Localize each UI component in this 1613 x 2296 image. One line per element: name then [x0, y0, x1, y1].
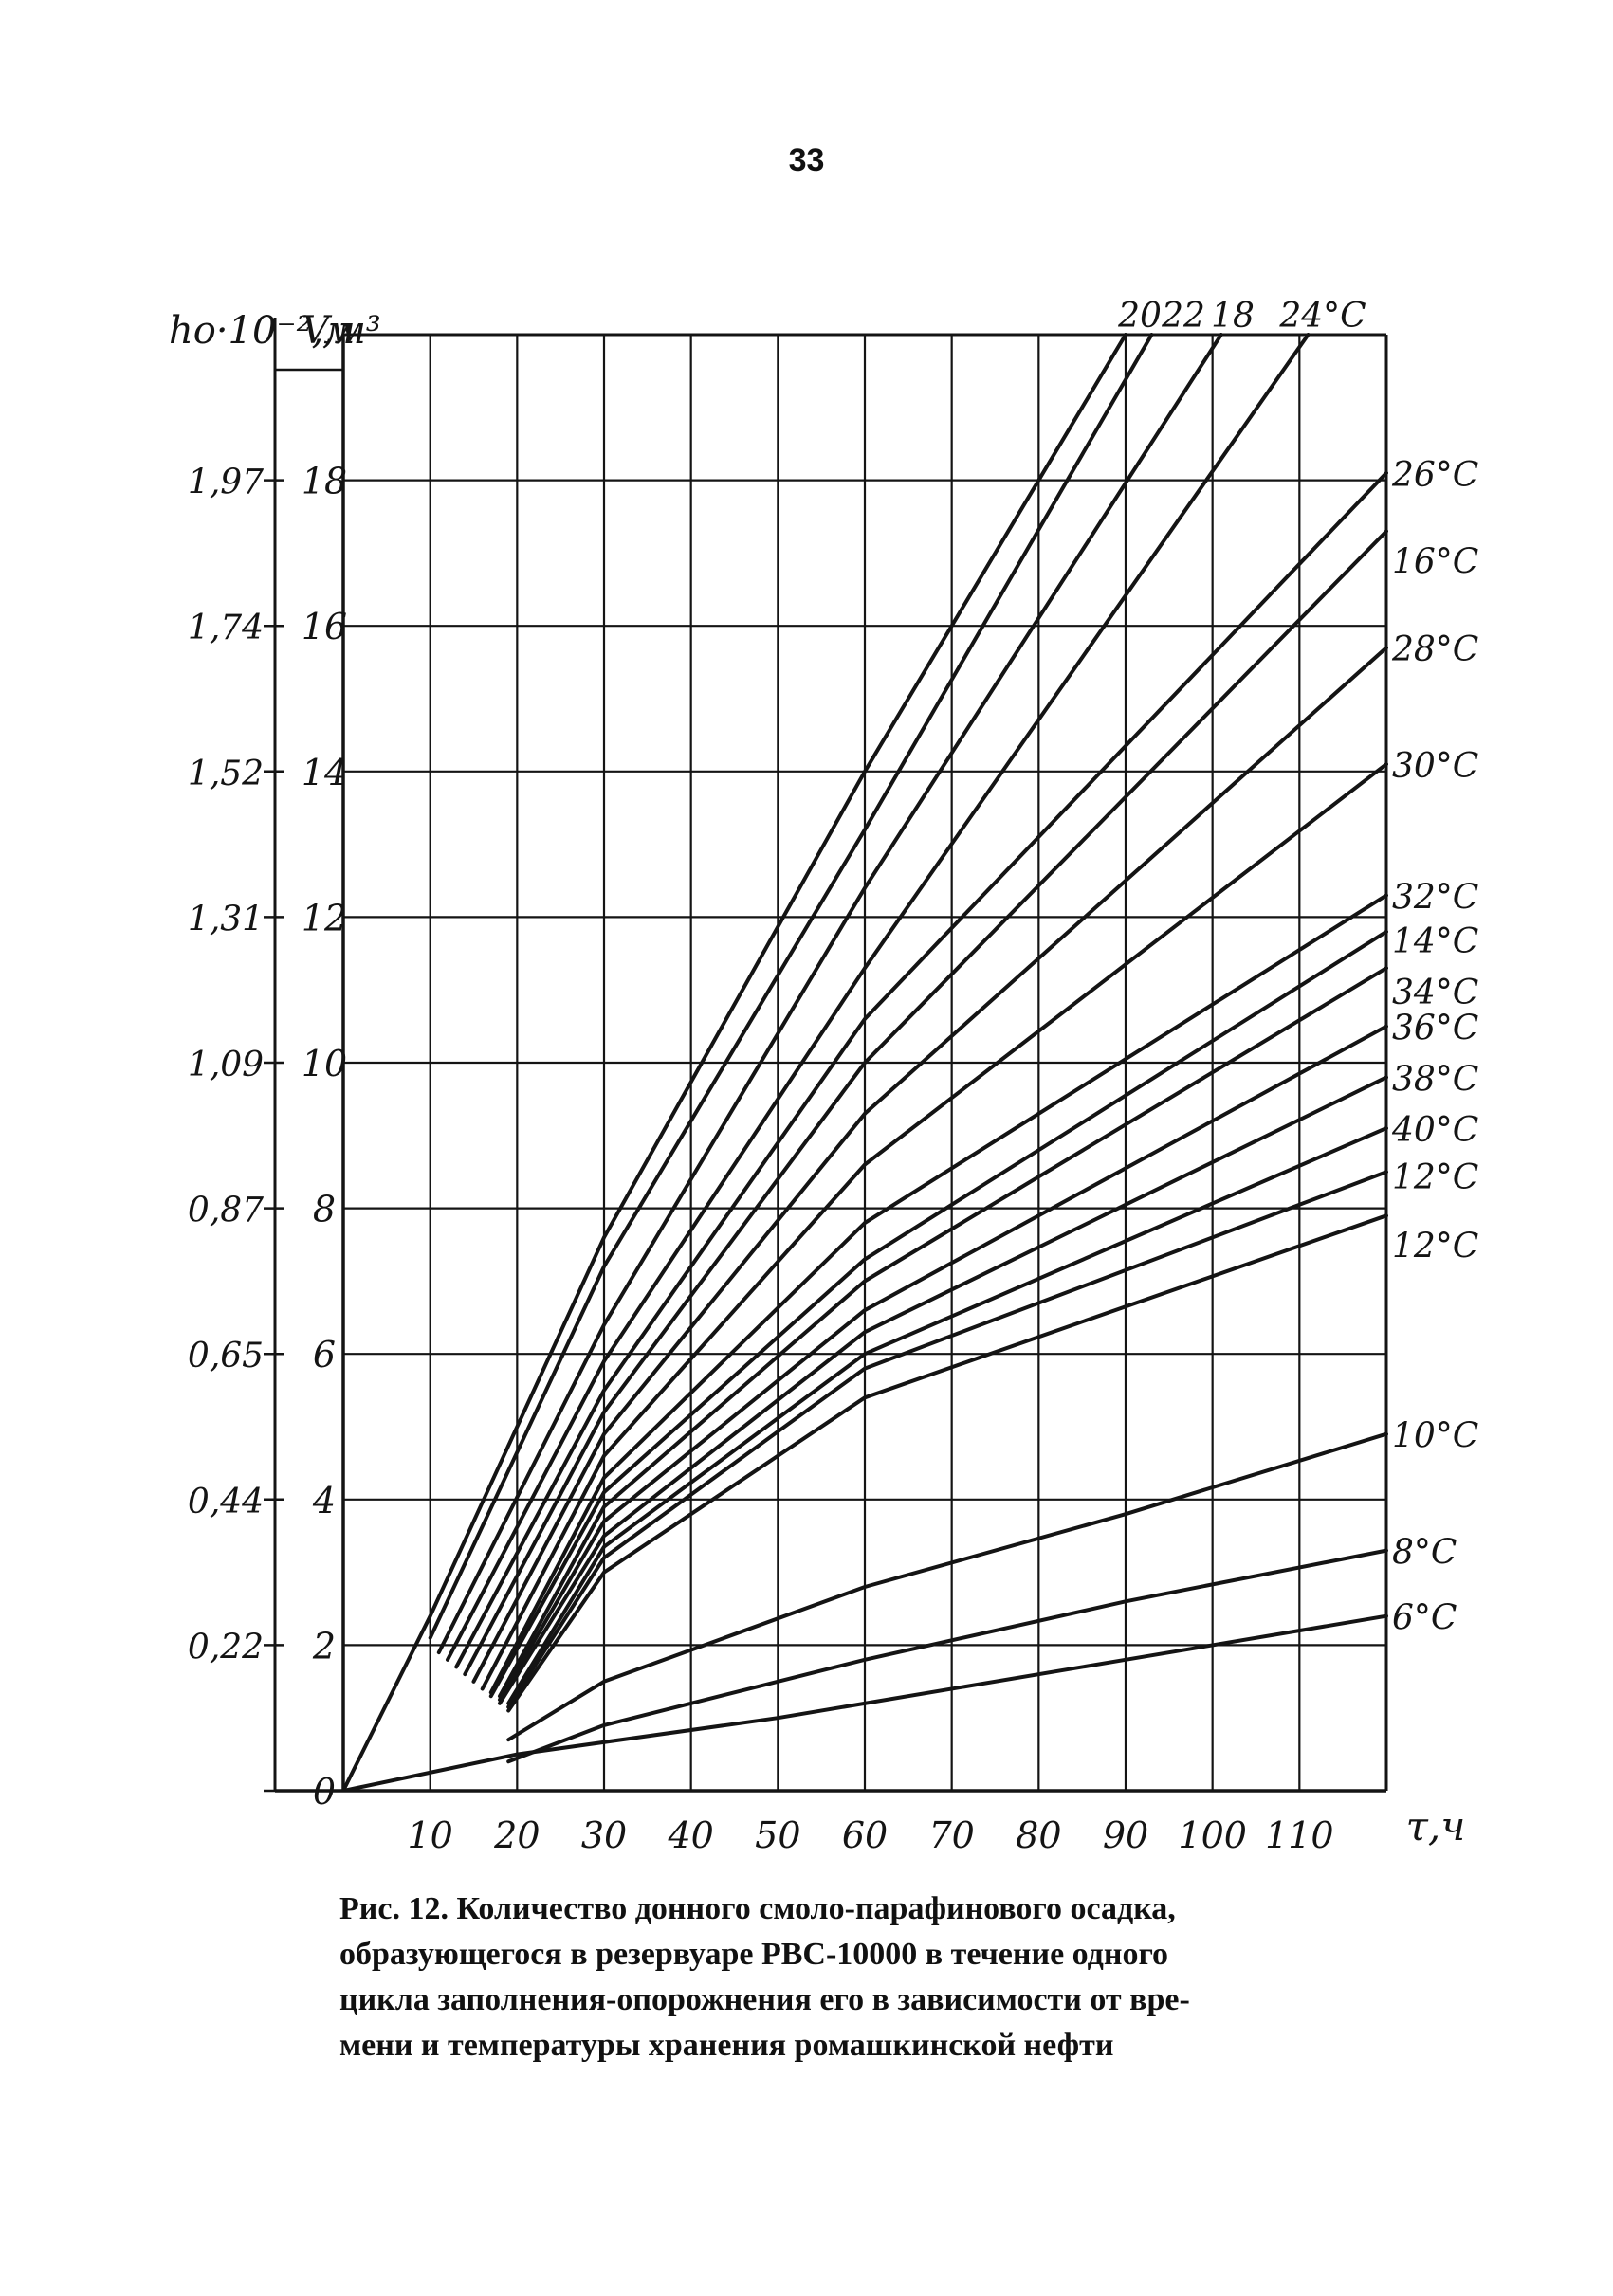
- y-tick-label: 6: [313, 1334, 336, 1376]
- series-line: [506, 1213, 1388, 1713]
- series-line: [498, 1024, 1388, 1702]
- series-label: 32°C: [1392, 878, 1478, 917]
- series-line: [454, 470, 1388, 1669]
- series-label: 34°C: [1392, 974, 1478, 1012]
- y-axis-label: V,м³: [302, 309, 381, 353]
- page-number: 33: [788, 142, 825, 178]
- series-label: 12°C: [1392, 1227, 1478, 1266]
- chart-series: [343, 333, 1388, 1791]
- series-label: 28°C: [1391, 630, 1478, 669]
- series-line: [343, 333, 1127, 1791]
- y2-tick-label: 0,22: [188, 1628, 264, 1667]
- series-line: [488, 893, 1388, 1695]
- series-label: 20: [1117, 297, 1162, 336]
- y-tick-label: 8: [313, 1189, 336, 1230]
- series-line: [506, 1431, 1388, 1742]
- series-line: [506, 1170, 1388, 1709]
- figure-caption: Рис. 12. Количество донного смоло-парафи…: [339, 1886, 1392, 2068]
- series-line: [428, 333, 1154, 1640]
- y-tick-label: 18: [302, 461, 347, 502]
- x-tick-label: 80: [1016, 1814, 1061, 1856]
- series-line: [480, 762, 1388, 1691]
- chart-grid: [343, 335, 1386, 1791]
- series-line: [498, 1075, 1388, 1705]
- series-label: 14°C: [1392, 922, 1478, 961]
- series-label: 12°C: [1392, 1158, 1478, 1197]
- y-tick-label: 14: [302, 752, 347, 793]
- y-tick-label: 12: [302, 897, 347, 938]
- y2-tick-label: 1,52: [188, 755, 264, 793]
- series-label: 22: [1161, 297, 1205, 336]
- y-tick-label: 0: [313, 1771, 336, 1813]
- series-label: 38°C: [1392, 1060, 1478, 1099]
- series-line: [446, 333, 1311, 1662]
- series-line: [488, 929, 1388, 1699]
- series-line: [463, 529, 1388, 1677]
- series-label: 18: [1211, 297, 1255, 336]
- y-tick-label: 16: [302, 606, 347, 647]
- x-tick-label: 110: [1265, 1814, 1334, 1856]
- x-tick-label: 90: [1103, 1814, 1148, 1856]
- chart-axes: 0 2 0,22 4 0,44 6 0,65 8 0,87 10 1,09 12 1,31 14 1,52 1…: [169, 309, 1465, 1856]
- x-tick-label: 50: [755, 1814, 800, 1856]
- caption-line: Рис. 12. Количество донного смоло-парафи…: [339, 1891, 1176, 1926]
- series-label: 24°C: [1278, 297, 1366, 336]
- x-tick-label: 30: [581, 1814, 627, 1856]
- y2-tick-label: 1,74: [188, 609, 264, 647]
- y-tick-label: 4: [312, 1480, 336, 1522]
- series-label: 16°C: [1392, 542, 1478, 581]
- series-label: 10°C: [1392, 1417, 1478, 1456]
- x-tick-label: 20: [493, 1814, 540, 1856]
- series-label: 30°C: [1392, 747, 1478, 786]
- caption-line: образующегося в резервуаре РВС-10000 в т…: [339, 1937, 1169, 1972]
- y2-tick-label: 0,44: [188, 1483, 264, 1522]
- y2-tick-label: 0,87: [188, 1192, 264, 1230]
- y-tick-label: 2: [312, 1625, 336, 1667]
- series-line: [343, 1613, 1388, 1791]
- y2-tick-label: 1,09: [188, 1046, 264, 1084]
- y2-tick-label: 0,65: [188, 1337, 264, 1376]
- caption-line: мени и температуры хранения ромашкинской…: [339, 2028, 1114, 2063]
- series-line: [436, 333, 1223, 1655]
- series-label: 6°C: [1392, 1599, 1457, 1638]
- chart-labels: 20 22 18 24°C 26°C 16°C 28°C 30°C 32°C 14°C 34°C36…: [1117, 297, 1478, 1638]
- x-tick-label: 60: [842, 1814, 888, 1856]
- y-tick-label: 10: [302, 1043, 347, 1084]
- y2-tick-label: 1,31: [188, 900, 264, 938]
- x-tick-label: 10: [407, 1814, 452, 1856]
- y2-tick-label: 1,97: [188, 464, 264, 502]
- series-label: 26°C: [1391, 456, 1478, 495]
- series-label: 36°C: [1392, 1010, 1478, 1048]
- series-line: [506, 1126, 1388, 1705]
- series-label: 8°C: [1392, 1534, 1457, 1573]
- series-line: [471, 646, 1388, 1684]
- x-tick-label: 70: [928, 1814, 974, 1856]
- x-axis-label: τ,ч: [1406, 1803, 1466, 1850]
- caption-line: цикла заполнения-опорожнения его в завис…: [339, 1982, 1190, 2017]
- series-line: [498, 966, 1388, 1699]
- series-line: [506, 1548, 1388, 1764]
- y2-axis-label: hо·10⁻²,м: [169, 309, 355, 353]
- series-label: 40°C: [1391, 1111, 1478, 1150]
- x-tick-label: 100: [1178, 1814, 1247, 1856]
- x-tick-label: 40: [667, 1814, 713, 1856]
